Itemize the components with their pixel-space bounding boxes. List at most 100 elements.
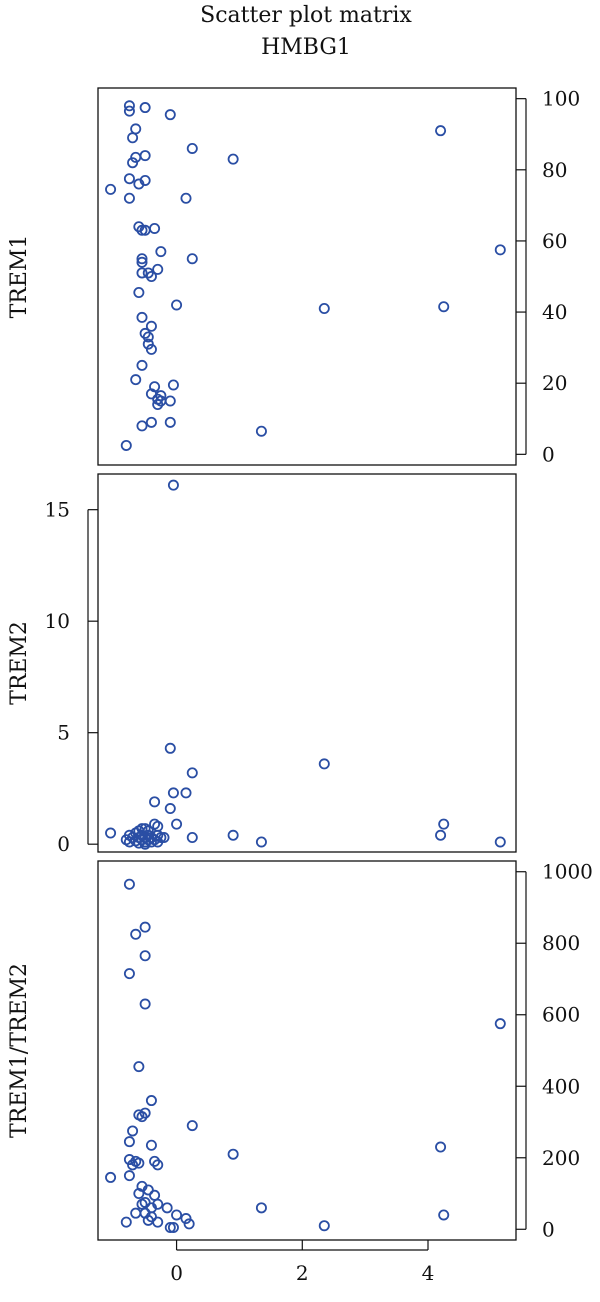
data-point [139,224,151,236]
data-point [164,1221,176,1233]
data-point [435,829,447,841]
data-point [133,287,145,299]
y-tick-label: 600 [542,1003,580,1027]
panel-points [105,878,506,1233]
data-point [149,1189,161,1201]
data-point [318,1220,330,1232]
data-point [227,829,239,841]
y-tick-label: 0 [57,832,70,856]
data-point [136,359,148,371]
data-point [123,105,135,117]
data-point [152,399,164,411]
data-point [139,998,151,1010]
data-point [167,1221,179,1233]
data-point [123,878,135,890]
y-tick-label: 5 [57,721,70,745]
data-point [136,311,148,323]
data-point [152,1216,164,1228]
x-tick-label: 4 [422,1261,435,1285]
data-point [142,825,154,837]
data-point [139,838,151,850]
data-point [164,416,176,428]
data-point [136,420,148,432]
data-point [255,1202,267,1214]
y-tick-label: 60 [542,229,567,253]
data-point [133,1157,145,1169]
data-point [318,758,330,770]
data-point [136,267,148,279]
data-point [136,256,148,268]
panel-frame [97,87,517,466]
data-point [133,832,145,844]
data-point [133,1061,145,1073]
data-point [127,132,139,144]
data-point [152,263,164,275]
y-tick-label: 40 [542,300,567,324]
data-point [139,832,151,844]
data-point [435,1141,447,1153]
data-point [438,301,450,313]
data-point [494,1018,506,1030]
panel-2: 0 5 10 15 TREM2 [7,473,517,856]
data-point [255,836,267,848]
y-tick-label: 0 [542,1217,555,1241]
data-point [164,803,176,815]
data-point [136,1198,148,1210]
data-point [123,100,135,112]
panel-ylabel: TREM2 [7,621,32,705]
panel-ylabel: TREM1 [7,235,32,319]
data-point [186,767,198,779]
data-point [318,303,330,315]
data-point [133,1109,145,1121]
data-point [186,832,198,844]
data-point [149,796,161,808]
y-tick-label: 10 [45,609,70,633]
data-point [164,395,176,407]
panel-3: 0 200 400 600 800 1000 TREM1/TREM2 [7,860,593,1242]
data-point [186,1120,198,1132]
y-tick-label: 20 [542,371,567,395]
data-point [145,343,157,355]
data-point [167,379,179,391]
data-point [183,1218,195,1230]
data-point [123,192,135,204]
y-tick-label: 800 [542,931,580,955]
data-point [130,123,142,135]
data-point [105,827,117,839]
data-point [164,109,176,121]
data-point [149,222,161,234]
data-point [139,921,151,933]
data-point [127,1125,139,1137]
data-point [133,178,145,190]
data-point [171,1209,183,1221]
data-point [123,968,135,980]
data-point [180,787,192,799]
data-point [120,1216,132,1228]
data-point [438,1209,450,1221]
chart-subtitle: HMBG1 [261,35,351,60]
data-point [127,1159,139,1171]
data-point [149,1155,161,1167]
panel-1: 0 20 40 60 80 100 TREM1 [7,87,580,467]
data-point [130,928,142,940]
panel-points [105,100,506,451]
panel-frame [97,473,517,853]
data-point [145,416,157,428]
data-point [161,1202,173,1214]
data-point [139,950,151,962]
data-point [164,742,176,754]
data-point [145,320,157,332]
data-point [142,338,154,350]
data-point [133,837,145,849]
data-point [152,836,164,848]
data-point [227,153,239,165]
data-point [145,270,157,282]
y-tick-label: 400 [542,1074,580,1098]
data-point [494,836,506,848]
data-point [438,818,450,830]
data-point [105,1171,117,1183]
data-point [145,1095,157,1107]
data-point [180,1213,192,1225]
